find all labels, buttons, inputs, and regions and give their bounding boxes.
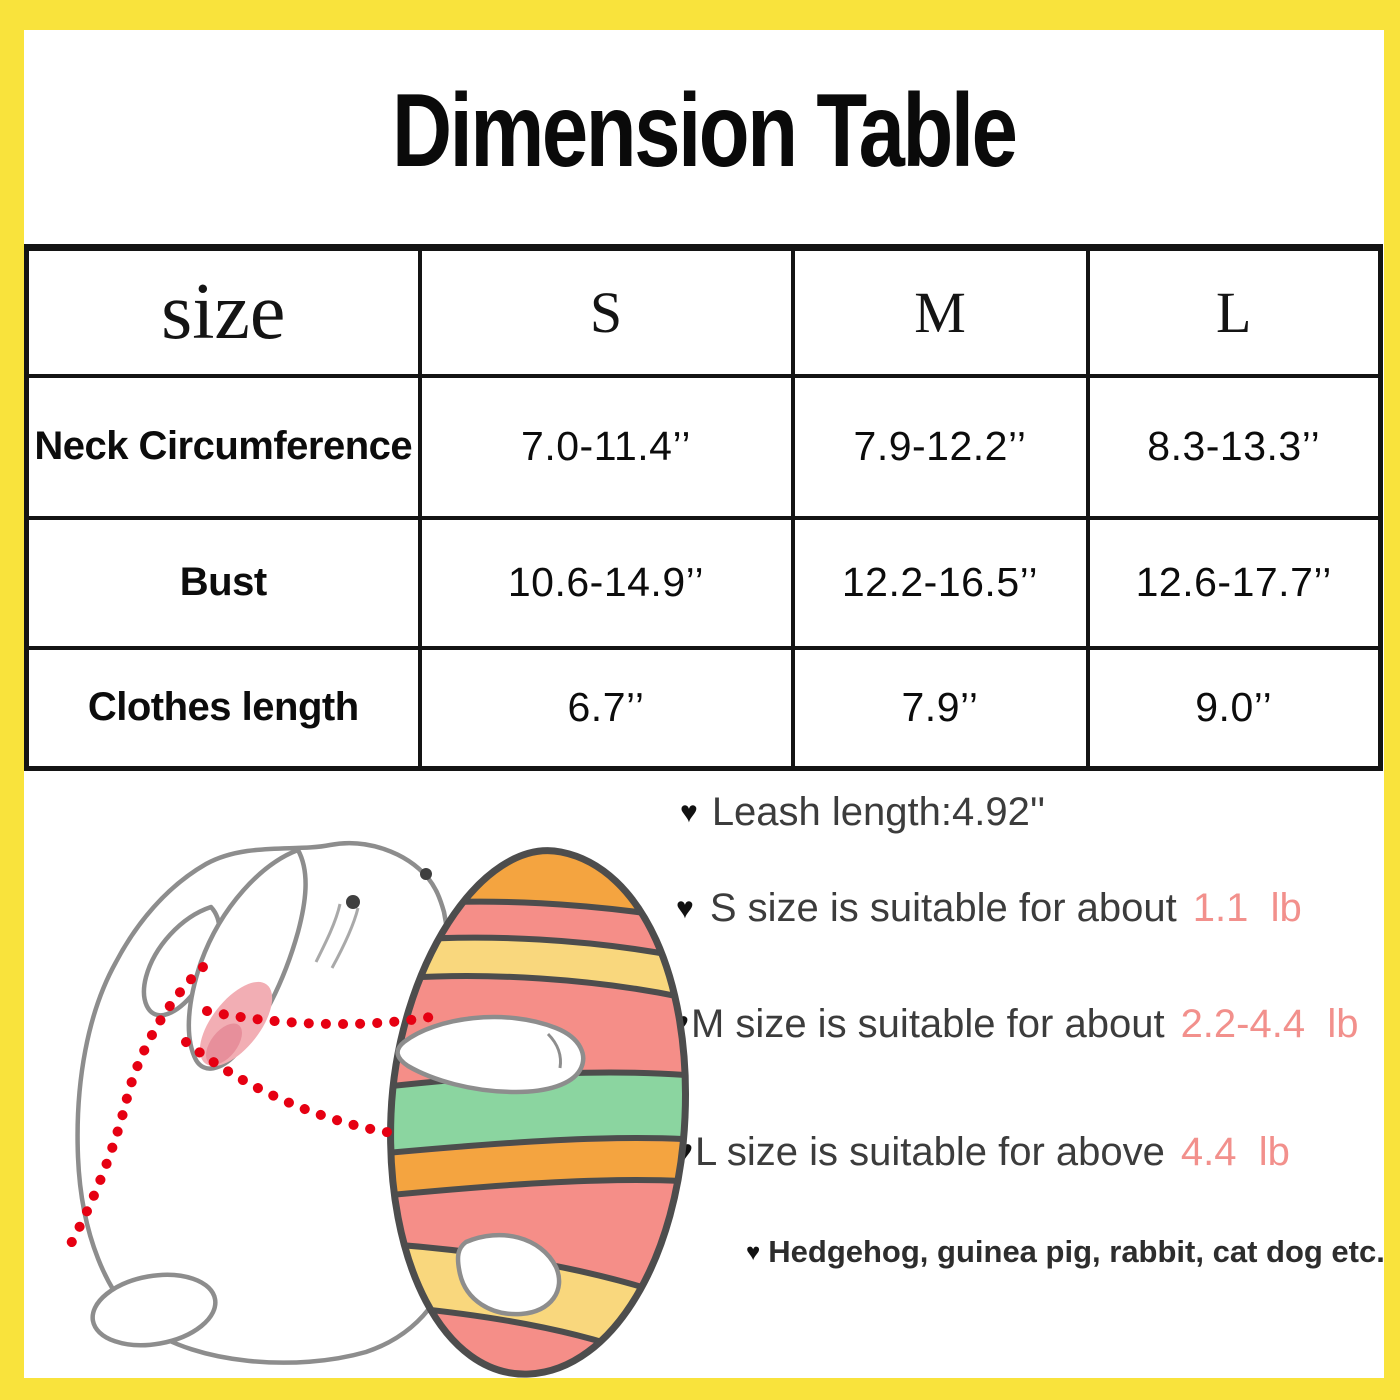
table-header-row: size S M L	[24, 245, 1383, 378]
bunny-hind-foot	[90, 1272, 218, 1348]
egg-stripe-green	[390, 1072, 686, 1154]
header-col-m: M	[790, 245, 1090, 378]
note-highlight-weight: 1.1 lb	[1192, 886, 1302, 930]
note-text: Leash length:4.92''	[711, 790, 1046, 834]
neck-l: 8.3-13.3’’	[1085, 373, 1383, 520]
table-row-clothes-length: Clothes length 6.7’’ 7.9’’ 9.0’’	[24, 645, 1383, 771]
note-highlight-weight: 4.4 lb	[1180, 1130, 1290, 1174]
harness-neck-strap	[202, 1006, 445, 1030]
bunny-sketch-line	[314, 903, 342, 963]
length-s: 6.7’’	[417, 645, 795, 771]
egg-outline	[387, 847, 690, 1378]
bunny-nose	[420, 868, 432, 880]
bunny-lower-paw	[455, 1232, 562, 1317]
bust-m: 12.2-16.5’’	[790, 515, 1090, 650]
length-l: 9.0’’	[1085, 645, 1383, 771]
table-row-neck: Neck Circumference 7.0-11.4’’ 7.9-12.2’’…	[24, 373, 1383, 520]
harness-chest-strap	[181, 1037, 405, 1139]
harness-leash	[59, 962, 208, 1261]
note-highlight-weight: 2.2-4.4 lb	[1180, 1002, 1359, 1046]
length-m: 7.9’’	[790, 645, 1090, 771]
note-leash-length: ♥ Leash length:4.92''	[680, 790, 1045, 835]
neck-s: 7.0-11.4’’	[417, 373, 795, 520]
note-text: M size is suitable for about	[691, 1002, 1165, 1046]
note-text: L size is suitable for above	[695, 1130, 1165, 1174]
note-text: Hedgehog, guinea pig, rabbit, cat dog et…	[768, 1234, 1385, 1269]
content-panel: Dimension Table size S M L Neck Circumfe…	[24, 30, 1385, 1378]
row-label-bust: Bust	[24, 515, 422, 650]
row-label-neck: Neck Circumference	[24, 373, 422, 520]
bust-s: 10.6-14.9’’	[417, 515, 795, 650]
bunny-front-paw	[395, 1014, 586, 1095]
paw-line	[546, 1032, 562, 1069]
dimension-table: size S M L Neck Circumference 7.0-11.4’’…	[24, 244, 1383, 771]
egg-stripe-orange	[390, 1140, 686, 1197]
note-size-l: ♥L size is suitable for above 4.4 lb	[674, 1130, 1290, 1175]
heart-icon: ♥	[680, 796, 698, 829]
title-wrap: Dimension Table	[24, 72, 1384, 191]
heart-icon: ♥	[746, 1239, 761, 1266]
easter-egg	[387, 847, 690, 1378]
note-suitable-animals: ♥ Hedgehog, guinea pig, rabbit, cat dog e…	[746, 1234, 1385, 1270]
bunny-sketch-line	[330, 907, 360, 969]
note-text: S size is suitable for about	[709, 886, 1177, 930]
bunny-egg-illustration	[59, 840, 690, 1378]
page-title: Dimension Table	[392, 73, 1018, 189]
row-label-clothes-length: Clothes length	[24, 645, 422, 771]
bunny-eye	[346, 895, 360, 909]
header-col-l: L	[1085, 245, 1383, 378]
bunny-inner-ear-blush	[206, 1023, 242, 1065]
table-row-bust: Bust 10.6-14.9’’ 12.2-16.5’’ 12.6-17.7’’	[24, 515, 1383, 650]
header-col-s: S	[417, 245, 795, 378]
neck-m: 7.9-12.2’’	[790, 373, 1090, 520]
note-size-s: ♥ S size is suitable for about 1.1 lb	[676, 886, 1302, 931]
bunny	[75, 840, 464, 1365]
harness-dotted-lines	[59, 962, 445, 1261]
bust-l: 12.6-17.7’’	[1085, 515, 1383, 650]
heart-icon: ♥	[676, 892, 694, 925]
header-size: size	[24, 245, 422, 378]
